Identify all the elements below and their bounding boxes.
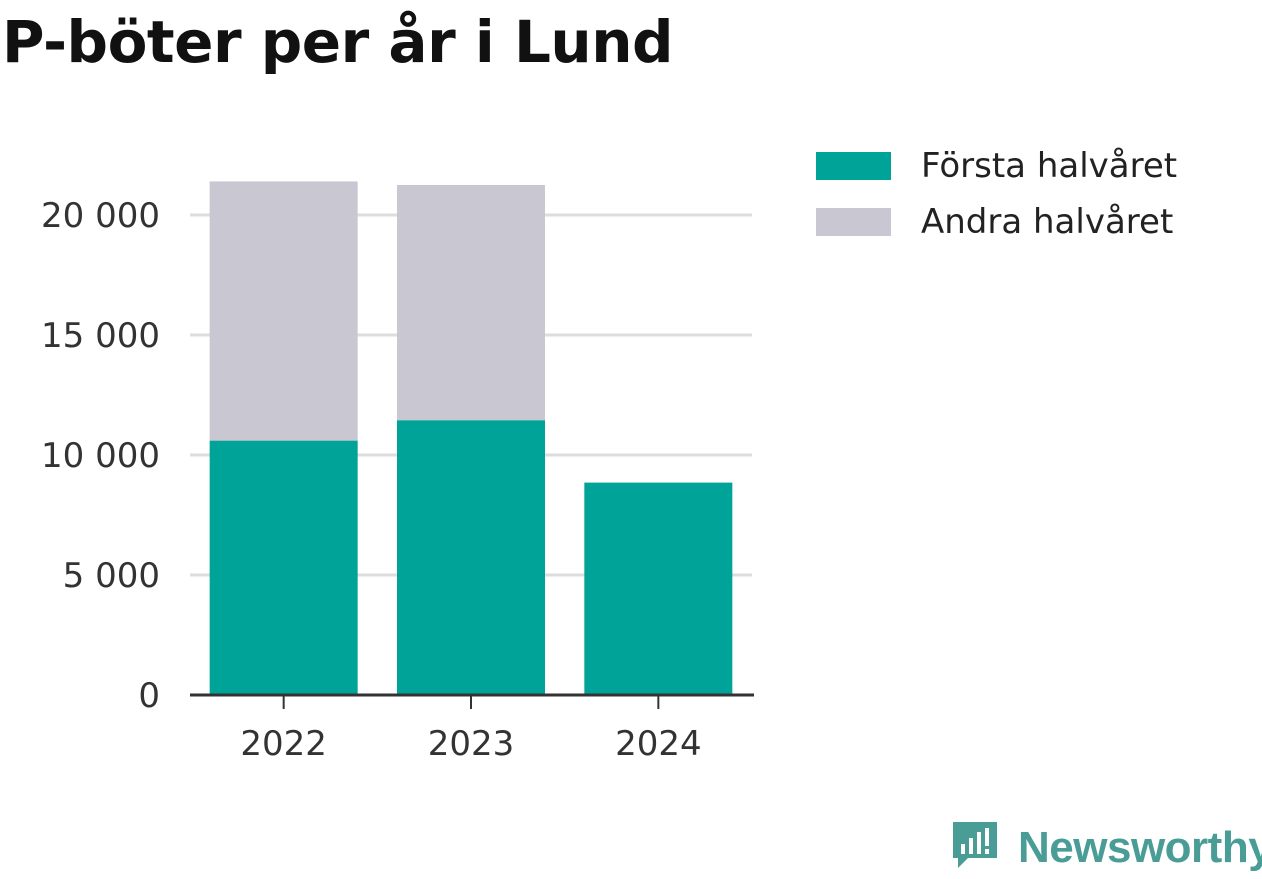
legend-swatch-second-half — [816, 208, 891, 236]
brand-name: Newsworthy — [1018, 823, 1262, 872]
x-tick-label: 2023 — [428, 724, 515, 764]
y-tick-label: 10 000 — [41, 436, 160, 476]
legend-swatch-first-half — [816, 152, 891, 180]
y-tick-label: 0 — [138, 676, 160, 716]
bars — [209, 181, 733, 695]
legend: Första halvåret Andra halvåret — [816, 138, 1177, 250]
legend-label-second-half: Andra halvåret — [921, 202, 1174, 242]
chart-title: P-böter per år i Lund — [2, 8, 674, 76]
y-axis-ticks: 0 5 000 10 000 15 000 20 000 — [41, 196, 160, 716]
x-tick-label: 2024 — [615, 724, 702, 764]
y-tick-label: 15 000 — [41, 316, 160, 356]
newsworthy-logo-icon — [953, 822, 997, 868]
brand: Newsworthy — [950, 818, 1262, 878]
x-tick-label: 2022 — [240, 724, 327, 764]
bar-2022-series-1 — [209, 181, 358, 441]
x-axis-ticks: 2022 2023 2024 — [240, 695, 702, 764]
bar-2023-series-1 — [397, 185, 545, 421]
bar-2022-series-0 — [209, 440, 358, 695]
y-tick-label: 20 000 — [41, 196, 160, 236]
legend-item-second-half: Andra halvåret — [816, 194, 1177, 250]
bar-2024-series-0 — [584, 482, 733, 695]
legend-item-first-half: Första halvåret — [816, 138, 1177, 194]
bar-2023-series-0 — [397, 420, 545, 695]
legend-label-first-half: Första halvåret — [921, 146, 1178, 186]
y-tick-label: 5 000 — [63, 556, 160, 596]
